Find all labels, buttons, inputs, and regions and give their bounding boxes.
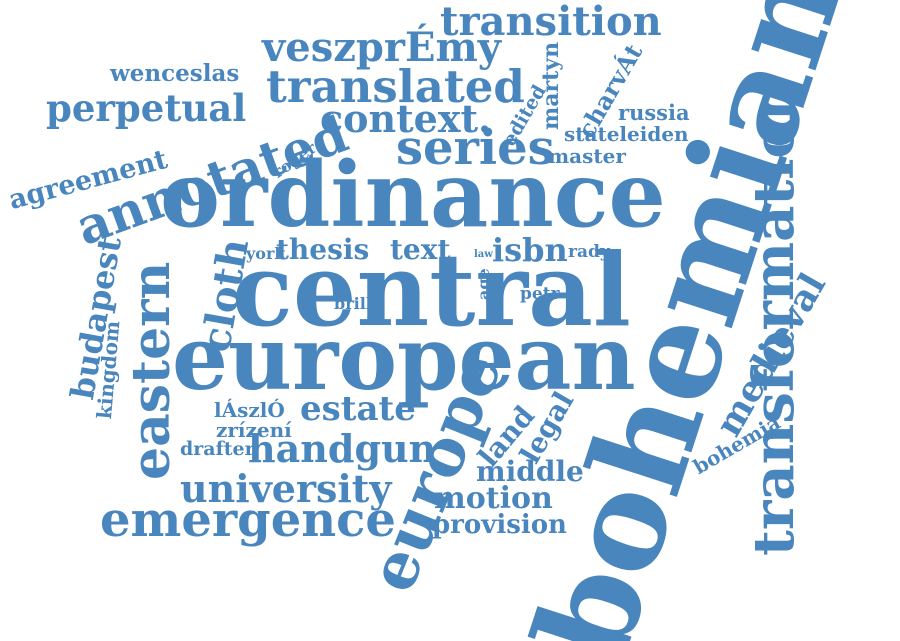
word-law: law <box>474 249 493 260</box>
word-york: york <box>246 244 286 263</box>
word-drafter: drafter <box>180 438 255 460</box>
word-master: master <box>548 144 626 168</box>
word-emergence: emergence <box>100 492 396 548</box>
word-zrizeni: zrízení <box>216 418 292 442</box>
word-laszlo: lÁszlÓ <box>214 398 285 422</box>
word-kingdom: kingdom <box>92 319 125 420</box>
word-eastern: eastern <box>121 261 182 480</box>
word-perpetual: perpetual <box>46 86 247 130</box>
word-martyn: martyn <box>538 41 564 130</box>
word-text: text <box>390 233 451 266</box>
word-series: series <box>396 120 555 176</box>
word-pr: pr <box>440 283 452 293</box>
word-rady: rady <box>568 242 610 262</box>
word-isbn: isbn <box>492 231 568 269</box>
word-european: european <box>172 306 636 410</box>
word-central: central <box>232 231 631 349</box>
word-middle: middle <box>476 455 584 488</box>
word-wenceslas: wenceslas <box>110 60 240 87</box>
word-provision: provision <box>432 510 567 540</box>
word-translated: translated <box>266 60 525 113</box>
word-ordinance: ordinance <box>160 142 666 248</box>
word-brill: brill <box>334 294 372 313</box>
word-handgun: handgun <box>248 426 437 471</box>
word-transition: transition <box>440 0 662 45</box>
word-stateleiden: stateleiden <box>564 122 689 146</box>
word-university: university <box>180 466 392 511</box>
word-russia: russia <box>618 100 690 125</box>
word-motion: motion <box>434 481 553 516</box>
word-veszpremy: veszprÉmy <box>262 24 502 71</box>
word-context: context. <box>320 96 492 141</box>
word-estate: estate <box>300 389 416 429</box>
word-thesis: thesis <box>276 233 370 266</box>
word-petr: petr <box>520 284 560 304</box>
